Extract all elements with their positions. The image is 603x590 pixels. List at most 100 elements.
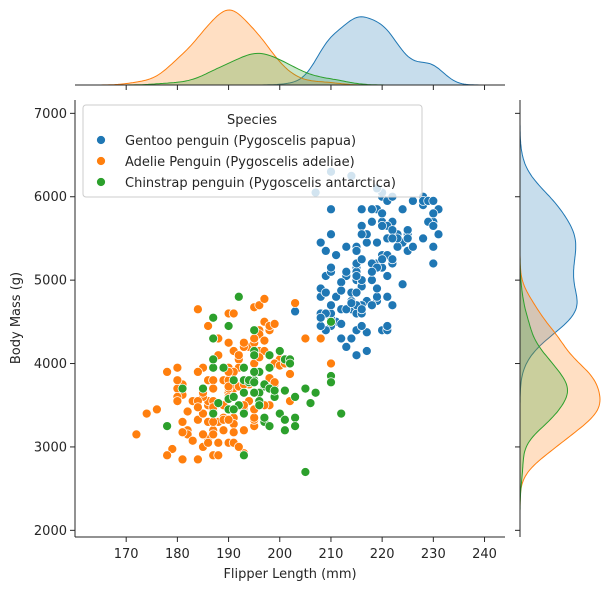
data-point	[264, 350, 275, 361]
data-point	[249, 377, 260, 388]
data-point	[218, 425, 229, 436]
data-point	[428, 221, 439, 231]
data-point	[274, 346, 285, 356]
y-tick-label: 7000	[34, 107, 67, 122]
data-point	[341, 342, 352, 352]
y-axis-label: Body Mass (g)	[9, 272, 24, 364]
data-point	[331, 250, 341, 260]
data-point	[218, 362, 229, 373]
x-tick-label: 180	[165, 547, 190, 562]
data-point	[326, 358, 336, 369]
data-point	[402, 225, 413, 235]
data-point	[208, 333, 219, 344]
data-point	[428, 208, 439, 219]
legend-marker-adelie	[96, 156, 106, 166]
data-point	[310, 387, 321, 398]
data-point	[408, 196, 418, 206]
data-point	[259, 412, 270, 423]
x-tick-label: 210	[319, 547, 344, 562]
data-point	[223, 381, 234, 392]
legend-frame	[82, 104, 423, 198]
x-axis-ticks: 170 180 190 200 210 220 230 240	[114, 85, 497, 562]
data-point	[326, 316, 336, 327]
data-point	[167, 444, 178, 454]
data-point	[280, 414, 290, 425]
data-point	[336, 285, 347, 296]
data-point	[239, 408, 249, 419]
data-point	[223, 321, 234, 331]
data-point	[280, 385, 290, 396]
data-point	[315, 312, 326, 323]
data-point	[177, 427, 188, 438]
data-point	[346, 333, 357, 344]
data-point	[367, 300, 377, 311]
data-point	[397, 204, 408, 215]
data-point	[315, 237, 326, 248]
legend-title: Species	[227, 113, 277, 128]
data-point	[213, 450, 224, 461]
data-point	[356, 254, 367, 265]
data-point	[377, 221, 387, 231]
data-point	[300, 333, 311, 344]
data-point	[228, 308, 239, 319]
data-point	[326, 300, 336, 311]
data-point	[367, 204, 377, 215]
data-point	[305, 398, 316, 408]
data-point	[300, 467, 311, 477]
data-point	[203, 321, 213, 331]
legend: Species Gentoo penguin (Pygoscelis papua…	[82, 104, 423, 198]
data-point	[356, 204, 367, 215]
x-tick-label: 220	[370, 547, 395, 562]
y-tick-label: 2000	[34, 524, 67, 539]
data-point	[315, 321, 326, 331]
data-point	[402, 233, 413, 244]
data-point	[285, 358, 295, 369]
data-point	[428, 196, 439, 206]
data-point	[387, 300, 398, 311]
data-point	[290, 298, 300, 308]
data-point	[428, 241, 439, 252]
data-point	[326, 377, 336, 388]
data-point	[387, 233, 398, 244]
data-point	[239, 337, 249, 348]
data-point	[172, 375, 183, 386]
data-point	[326, 262, 336, 273]
x-tick-label: 170	[114, 547, 139, 562]
x-tick-label: 240	[472, 547, 497, 562]
data-point	[382, 271, 393, 281]
data-point	[239, 425, 249, 436]
data-point	[208, 429, 219, 440]
data-point	[408, 241, 418, 252]
y-axis-ticks: 2000 3000 4000 5000 6000 7000	[34, 107, 520, 539]
data-point	[259, 294, 270, 304]
data-point	[377, 208, 387, 219]
data-point	[208, 354, 219, 365]
data-point	[264, 362, 275, 373]
data-point	[367, 216, 377, 227]
y-tick-label: 5000	[34, 274, 67, 289]
data-point	[351, 246, 362, 256]
data-point	[223, 414, 234, 425]
data-point	[254, 400, 265, 411]
data-point	[228, 392, 239, 402]
data-point	[193, 402, 203, 413]
data-point	[228, 427, 239, 438]
data-point	[233, 350, 244, 361]
data-point	[223, 337, 234, 348]
x-tick-label: 200	[267, 547, 292, 562]
data-point	[198, 408, 208, 419]
data-point	[208, 312, 219, 323]
data-point	[351, 271, 362, 281]
data-point	[228, 404, 239, 415]
data-point	[249, 387, 260, 398]
data-point	[356, 221, 367, 231]
data-point	[280, 425, 290, 436]
data-point	[208, 408, 219, 419]
data-point	[433, 229, 444, 240]
data-point	[367, 275, 377, 285]
data-point	[177, 383, 188, 394]
y-tick-label: 3000	[34, 440, 67, 455]
data-point	[356, 321, 367, 331]
y-tick-label: 4000	[34, 357, 67, 372]
legend-label-adelie: Adelie Penguin (Pygoscelis adeliae)	[125, 155, 355, 170]
